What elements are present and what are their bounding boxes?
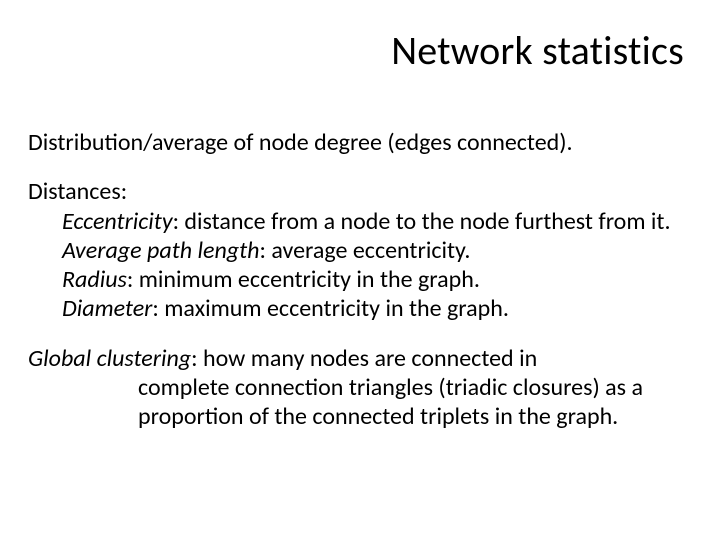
- def-radius: Radius: minimum eccentricity in the grap…: [28, 265, 680, 294]
- slide: Network statistics Distribution/average …: [0, 0, 720, 540]
- term-radius: Radius: [62, 265, 127, 294]
- term-apl: Average path length: [62, 236, 260, 265]
- def-eccentricity-text: : distance from a node to the node furth…: [173, 207, 671, 236]
- def-average-path-length: Average path length: average eccentricit…: [28, 236, 680, 265]
- slide-body: Distribution/average of node degree (edg…: [28, 128, 680, 431]
- term-eccentricity: Eccentricity: [62, 207, 173, 236]
- def-radius-text: : minimum eccentricity in the graph.: [127, 265, 480, 294]
- distances-block: Distances: Eccentricity: distance from a…: [28, 177, 680, 323]
- def-diameter: Diameter: maximum eccentricity in the gr…: [28, 294, 680, 323]
- term-diameter: Diameter: [62, 294, 152, 323]
- def-gc-first: : how many nodes are connected in: [191, 344, 537, 373]
- def-eccentricity: Eccentricity: distance from a node to th…: [28, 207, 680, 236]
- term-global-clustering: Global clustering: [28, 344, 191, 373]
- distances-label: Distances:: [28, 177, 680, 206]
- slide-title: Network statistics: [391, 26, 684, 75]
- def-diameter-text: : maximum eccentricity in the graph.: [152, 294, 509, 323]
- def-apl-text: : average eccentricity.: [260, 236, 471, 265]
- paragraph-degree: Distribution/average of node degree (edg…: [28, 128, 680, 157]
- global-clustering-block: Global clustering: how many nodes are co…: [28, 344, 680, 432]
- def-gc-rest: complete connection triangles (triadic c…: [28, 373, 680, 432]
